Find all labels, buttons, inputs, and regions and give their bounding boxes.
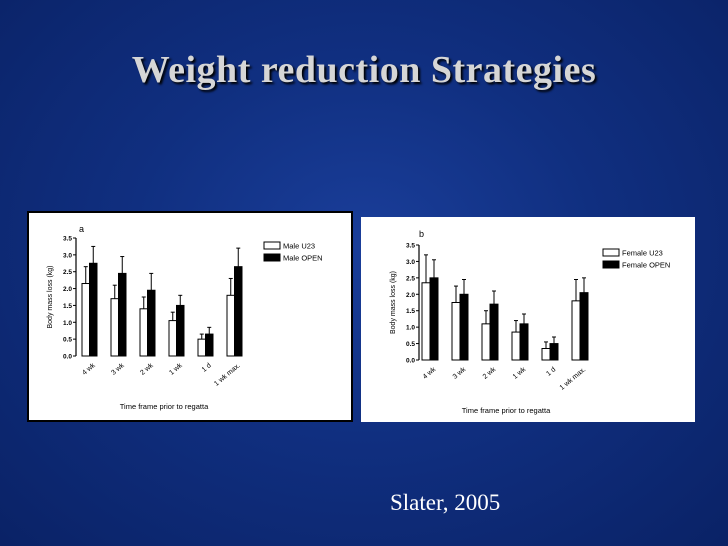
panel-label: b bbox=[419, 229, 424, 239]
bar bbox=[481, 323, 491, 361]
bar bbox=[176, 304, 185, 357]
bar bbox=[226, 294, 235, 357]
x-tick-label: 2 wk bbox=[139, 362, 155, 377]
y-tick-label: 1.5 bbox=[406, 308, 415, 315]
bar bbox=[118, 272, 127, 357]
bar bbox=[81, 283, 90, 357]
bar bbox=[429, 277, 439, 361]
y-tick-label: 3.0 bbox=[63, 252, 72, 259]
y-tick-label: 0.5 bbox=[406, 341, 415, 348]
chart-panel-b: b 0.0 0.5 1.0 1.5 2.0 2.5 3.0 3.5 Body mass loss … bbox=[361, 217, 695, 422]
slide-title: Weight reduction Strategies bbox=[131, 49, 597, 91]
bar bbox=[459, 293, 469, 361]
y-tick-label: 2.5 bbox=[406, 275, 415, 282]
bar bbox=[511, 331, 521, 361]
bar bbox=[89, 262, 98, 357]
x-tick-label: 1 wk max. bbox=[559, 366, 588, 392]
x-tick-label: 4 wk bbox=[81, 362, 97, 377]
bar bbox=[139, 308, 148, 357]
y-tick-label: 0.5 bbox=[63, 337, 72, 344]
legend-label: Female OPEN bbox=[622, 261, 670, 270]
bar bbox=[579, 292, 589, 361]
y-tick-label: 1.0 bbox=[406, 325, 415, 332]
y-tick-label: 3.0 bbox=[406, 259, 415, 266]
y-tick-label: 2.5 bbox=[63, 269, 72, 276]
legend-swatch bbox=[602, 260, 620, 269]
x-tick-label: 1 wk bbox=[512, 366, 528, 381]
x-tick-label: 1 d bbox=[201, 362, 213, 374]
y-tick-label: 1.5 bbox=[63, 303, 72, 310]
bar bbox=[110, 298, 119, 357]
legend-swatch bbox=[263, 253, 281, 262]
y-tick-label: 2.0 bbox=[63, 286, 72, 293]
bar bbox=[168, 320, 177, 357]
panel-label: a bbox=[79, 224, 84, 234]
x-tick-label: 3 wk bbox=[110, 362, 126, 377]
bar bbox=[451, 302, 461, 361]
x-tick-label: 1 wk max. bbox=[213, 362, 242, 388]
bar bbox=[234, 266, 243, 357]
x-tick-label: 2 wk bbox=[482, 366, 498, 381]
chart-panel-a: a 0.0 0.5 1.0 1.5 2.0 2.5 3.0 3.5 Body mass loss … bbox=[27, 211, 353, 422]
y-tick-label: 3.5 bbox=[63, 236, 72, 243]
bar bbox=[205, 333, 214, 357]
legend-label: Male U23 bbox=[283, 242, 315, 251]
bar bbox=[519, 323, 529, 361]
x-axis-label: Time frame prior to regatta bbox=[120, 402, 209, 411]
legend-label: Male OPEN bbox=[283, 254, 323, 263]
y-axis-label: Body mass loss (kg) bbox=[47, 265, 54, 328]
bar bbox=[541, 348, 551, 361]
bar bbox=[147, 289, 156, 357]
y-axis-label: Body mass loss (kg) bbox=[390, 271, 397, 334]
chart-a: a 0.0 0.5 1.0 1.5 2.0 2.5 3.0 3.5 Body mass loss … bbox=[47, 224, 323, 411]
chart-b: b 0.0 0.5 1.0 1.5 2.0 2.5 3.0 3.5 Body mass loss … bbox=[390, 229, 670, 415]
x-tick-label: 3 wk bbox=[452, 366, 468, 381]
x-tick-label: 1 d bbox=[545, 366, 557, 378]
bar bbox=[489, 303, 499, 361]
x-tick-label: 4 wk bbox=[422, 366, 438, 381]
y-tick-label: 3.5 bbox=[406, 243, 415, 250]
bar bbox=[421, 282, 431, 361]
legend-swatch bbox=[263, 241, 281, 250]
y-tick-label: 1.0 bbox=[63, 320, 72, 327]
x-axis-label: Time frame prior to regatta bbox=[462, 406, 551, 415]
legend-label: Female U23 bbox=[622, 249, 663, 258]
bar bbox=[549, 343, 559, 361]
bar bbox=[197, 338, 206, 357]
bar bbox=[571, 300, 581, 361]
y-tick-label: 2.0 bbox=[406, 292, 415, 299]
citation: Slater, 2005 bbox=[390, 490, 501, 515]
x-tick-label: 1 wk bbox=[168, 362, 184, 377]
legend-swatch bbox=[602, 248, 620, 257]
y-tick-label: 0.0 bbox=[406, 358, 415, 365]
y-tick-label: 0.0 bbox=[63, 354, 72, 361]
